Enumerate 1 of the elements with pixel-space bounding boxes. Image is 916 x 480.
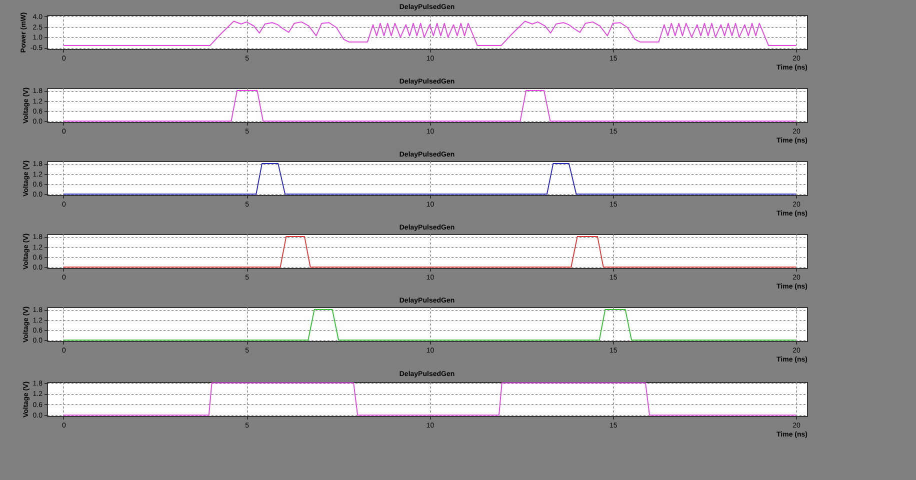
line-series <box>62 20 797 46</box>
